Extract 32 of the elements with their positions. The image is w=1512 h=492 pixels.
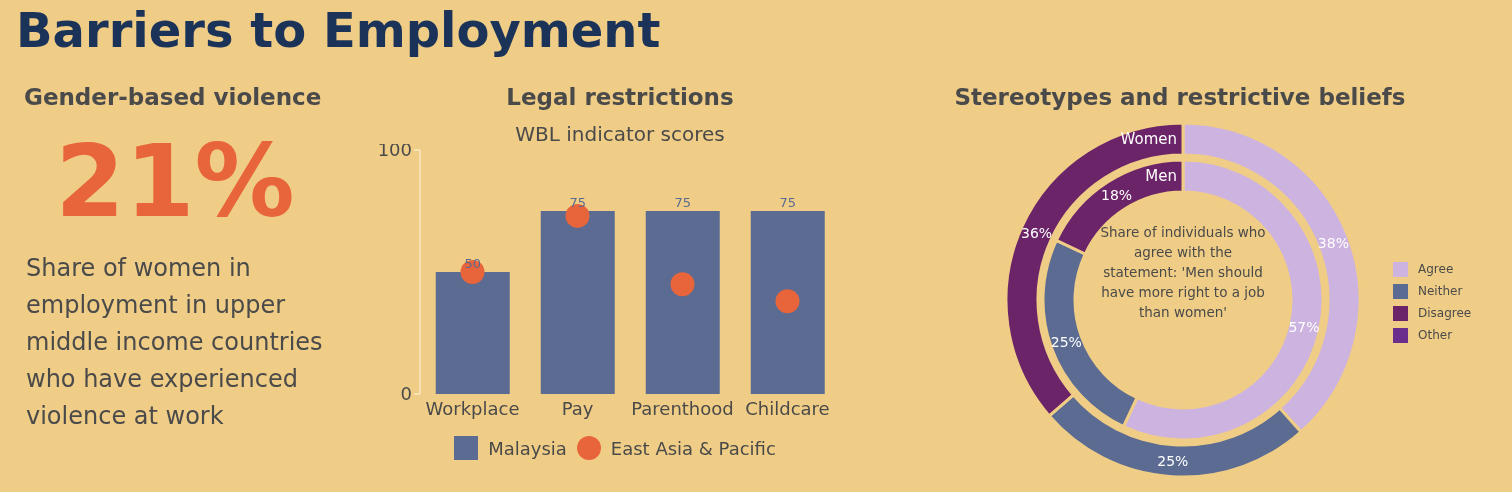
text: Gender-based violence: [24, 84, 322, 110]
data-label: 25%: [1050, 334, 1082, 350]
legend-label: Other: [1418, 328, 1453, 342]
legend-label: East Asia & Pacific: [610, 437, 776, 459]
data-label: 25%: [1157, 452, 1189, 469]
data-label: 38%: [1317, 234, 1349, 251]
data-label: 18%: [1100, 187, 1133, 204]
x-tick-label: Childcare: [745, 397, 830, 419]
legend-label: Disagree: [1418, 306, 1472, 320]
y-tick-label: 0: [400, 383, 412, 405]
x-tick-label: Parenthood: [631, 397, 734, 419]
legend-label: Agree: [1418, 262, 1454, 276]
text: Share of women in employment in upper middle income countries who have experienced violence at work: [26, 253, 324, 432]
point: [775, 289, 800, 314]
data-label: 50: [464, 256, 482, 271]
chart-subtitle: WBL indicator scores: [515, 122, 725, 146]
point: [670, 272, 695, 297]
text: Share of individuals who agree with the statement: 'Men should have more right to a job than women': [1099, 223, 1267, 322]
data-label: 57%: [1288, 319, 1320, 336]
x-tick-label: Workplace: [425, 397, 520, 419]
text: 21%: [54, 122, 296, 242]
slice-label: Women: [1120, 129, 1177, 149]
slice-label: Men: [1145, 166, 1177, 186]
chart-title: Stereotypes and restrictive beliefs: [953, 84, 1407, 110]
legend-label: Malaysia: [488, 437, 567, 459]
text: Barriers to Employment: [16, 2, 661, 58]
legend-label: Neither: [1418, 284, 1463, 298]
data-label: 36%: [1020, 225, 1053, 242]
x-tick-label: Pay: [561, 397, 594, 419]
chart-title: Legal restrictions: [505, 84, 735, 110]
data-label: 75: [779, 195, 797, 210]
data-label: 75: [674, 195, 692, 210]
